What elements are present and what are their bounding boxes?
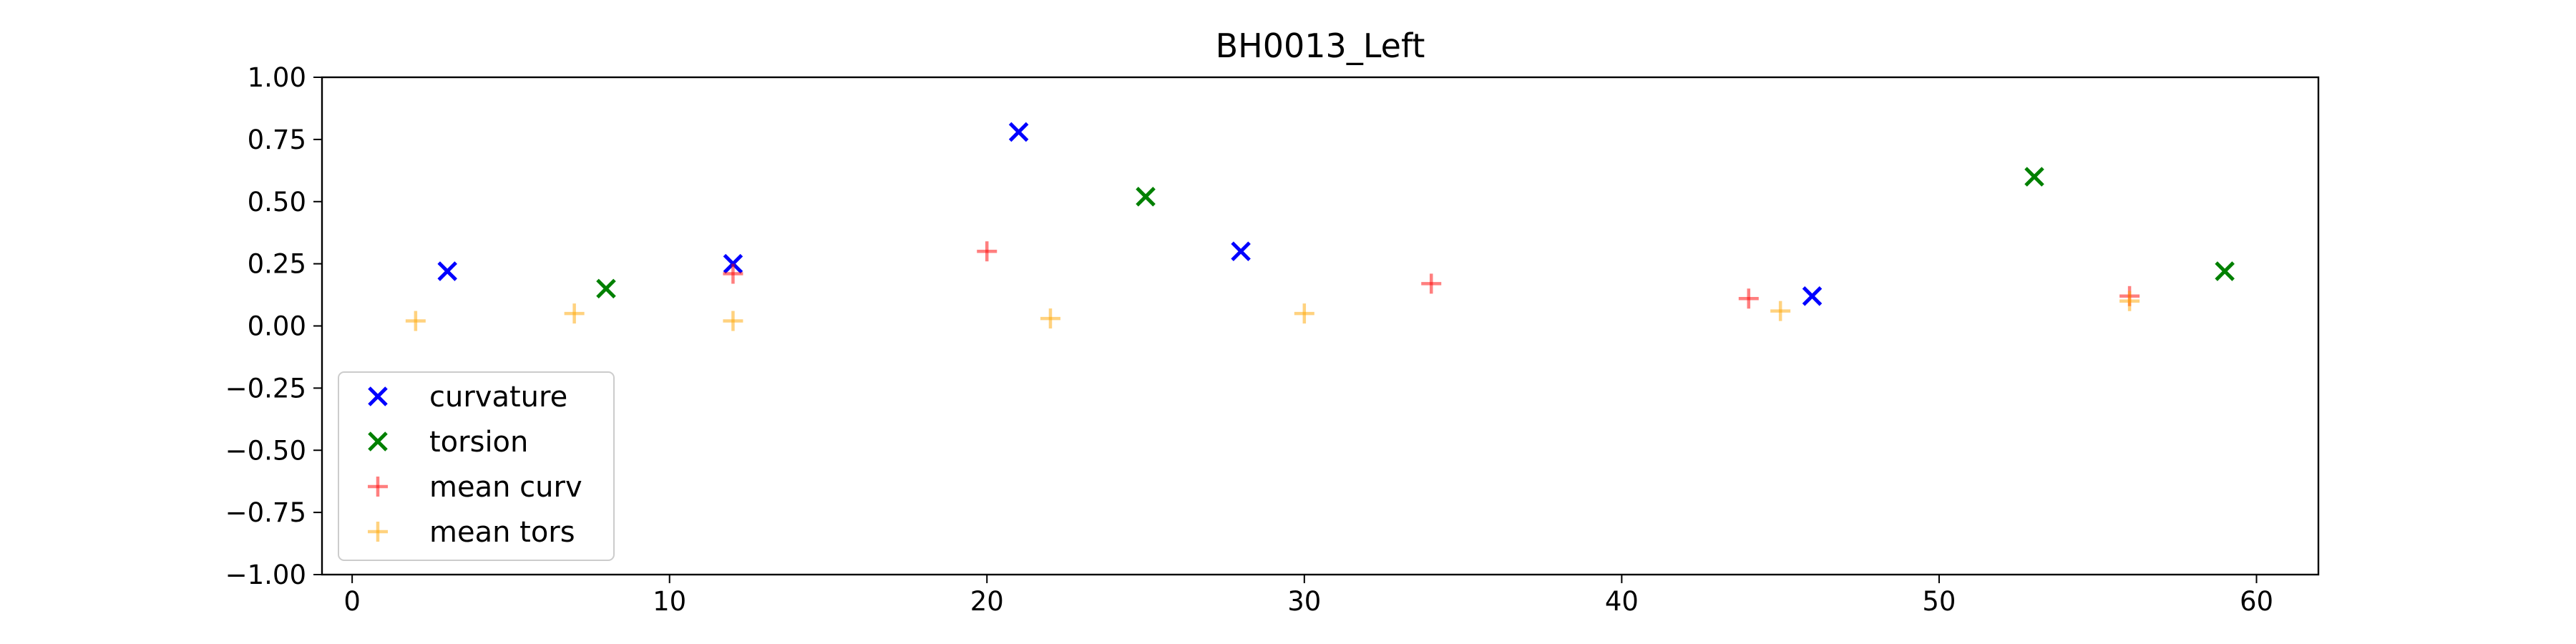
data-point bbox=[1040, 308, 1060, 329]
x-tick-label: 30 bbox=[1287, 586, 1321, 617]
data-points bbox=[405, 122, 2235, 331]
data-point bbox=[723, 263, 743, 284]
y-tick-label: −0.25 bbox=[225, 373, 306, 404]
plot-frame bbox=[321, 76, 2320, 576]
x-tick-label: 40 bbox=[1605, 586, 1639, 617]
legend-label: curvature bbox=[429, 381, 567, 414]
data-point bbox=[1231, 241, 1251, 262]
data-point bbox=[977, 241, 997, 262]
data-point bbox=[1008, 122, 1029, 142]
legend: curvature torsion mean curv mean tors bbox=[338, 371, 615, 561]
y-axis: −1.00 −0.75 −0.50 −0.25 0.00 0.25 0.50 0.75 1.00 bbox=[225, 62, 322, 590]
legend-marker-torsion bbox=[368, 431, 388, 452]
x-tick-label: 20 bbox=[970, 586, 1004, 617]
y-tick-label: −0.50 bbox=[225, 435, 306, 466]
x-tick-label: 60 bbox=[2240, 586, 2273, 617]
x-tick-label: 0 bbox=[343, 586, 361, 617]
series-torsion bbox=[596, 167, 2235, 299]
y-tick-label: 0.75 bbox=[248, 125, 306, 155]
x-tick-label: 50 bbox=[1922, 586, 1956, 617]
y-tick-label: 1.00 bbox=[248, 62, 306, 93]
legend-label: mean tors bbox=[429, 516, 575, 549]
y-tick-label: −0.75 bbox=[225, 497, 306, 528]
data-point bbox=[1770, 301, 1791, 321]
y-tick-label: 0.50 bbox=[248, 187, 306, 218]
y-tick-label: 0.25 bbox=[248, 249, 306, 280]
legend-items: curvature torsion mean curv mean tors bbox=[368, 381, 582, 549]
data-point bbox=[1294, 303, 1314, 324]
data-point bbox=[2119, 291, 2140, 311]
data-point bbox=[2024, 167, 2044, 187]
legend-marker-mean-curv bbox=[368, 477, 388, 497]
data-point bbox=[596, 278, 616, 299]
data-point bbox=[405, 311, 426, 331]
chart-title: BH0013_Left bbox=[1216, 26, 1425, 65]
legend-marker-curvature bbox=[368, 386, 388, 406]
data-point bbox=[1738, 288, 1759, 309]
legend-marker-mean-tors bbox=[368, 522, 388, 542]
legend-label: torsion bbox=[429, 426, 528, 459]
y-tick-label: −1.00 bbox=[225, 560, 306, 590]
legend-box bbox=[338, 371, 615, 561]
data-point bbox=[564, 303, 585, 324]
series-mean-tors bbox=[405, 291, 2140, 331]
x-axis: 0 10 20 30 40 50 60 bbox=[343, 575, 2273, 617]
plot-area-background bbox=[322, 77, 2318, 575]
data-point bbox=[437, 261, 457, 281]
data-point bbox=[2215, 261, 2235, 281]
x-tick-label: 10 bbox=[653, 586, 686, 617]
data-point bbox=[1136, 187, 1156, 207]
legend-label: mean curv bbox=[429, 471, 582, 504]
data-point bbox=[723, 311, 743, 331]
data-point bbox=[1802, 286, 1823, 306]
data-point bbox=[1421, 273, 1442, 294]
y-tick-label: 0.00 bbox=[248, 311, 306, 342]
